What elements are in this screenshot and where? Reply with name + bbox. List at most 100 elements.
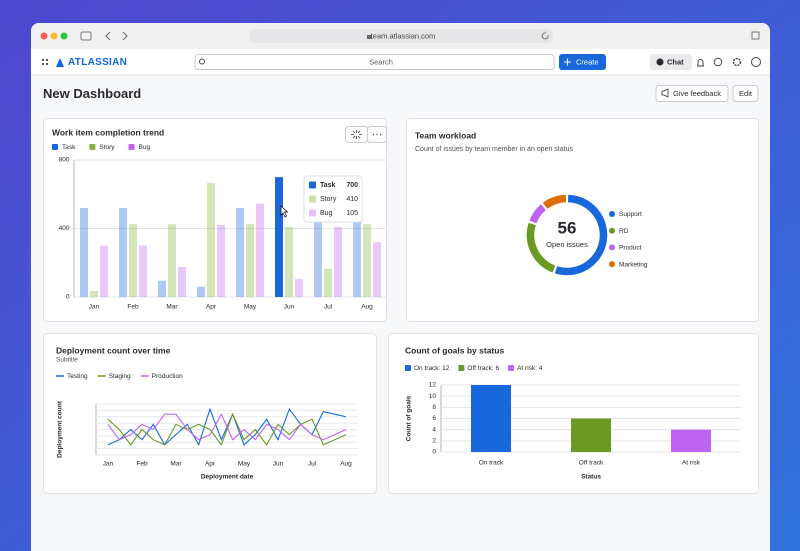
url-bar[interactable] (249, 29, 553, 43)
bar[interactable] (471, 385, 511, 452)
bar[interactable] (246, 224, 254, 297)
x-tick-label: May (238, 461, 251, 468)
legend-label: Production (152, 373, 183, 380)
bar[interactable] (168, 224, 176, 297)
search-box[interactable] (194, 54, 555, 70)
line-series (107, 412, 347, 441)
bar[interactable] (256, 203, 264, 297)
line-series (107, 412, 347, 446)
chart-subtitle: Subtitle (56, 357, 78, 364)
cursor (280, 205, 289, 218)
y-axis-label: Count of goals (406, 395, 413, 441)
nav-arrows[interactable] (105, 31, 128, 41)
x-axis-label: Status (581, 474, 601, 481)
bar[interactable] (129, 224, 137, 297)
lock-icon (367, 35, 372, 39)
bar[interactable] (353, 218, 361, 297)
logo[interactable]: ATLASSIAN (68, 57, 127, 68)
bar[interactable] (158, 280, 166, 297)
bar[interactable] (100, 245, 108, 297)
panel (43, 333, 377, 494)
legend-label: On track: 12 (414, 365, 450, 372)
app-switcher[interactable] (42, 59, 48, 65)
bar[interactable] (119, 207, 127, 297)
feedback-label: Give feedback (673, 89, 721, 98)
x-tick-label: Jul (324, 304, 333, 311)
minimize[interactable] (50, 32, 58, 40)
avatar[interactable] (751, 57, 761, 67)
legend-swatch (405, 365, 411, 371)
bar[interactable] (217, 225, 225, 297)
x-tick-label: Jan (89, 304, 100, 311)
legend-dot (609, 244, 615, 251)
tooltip-value: 105 (346, 210, 358, 217)
bar[interactable] (295, 279, 303, 297)
bar[interactable] (178, 267, 186, 297)
legend-label: At risk: 4 (517, 365, 543, 372)
tooltip-name: Bug (320, 210, 333, 217)
x-tick-label: Off track (579, 460, 604, 467)
x-axis-label: Deployment date (201, 474, 254, 481)
chart-title: Team workload (415, 130, 476, 140)
bar[interactable] (139, 245, 147, 297)
tooltip-swatch (309, 195, 316, 203)
notifications[interactable] (697, 59, 704, 67)
donut-segment[interactable] (526, 222, 556, 273)
legend-dot (609, 211, 615, 217)
feedback-button[interactable] (655, 85, 729, 102)
bar[interactable] (236, 207, 244, 297)
bar[interactable] (334, 226, 342, 297)
donut-total: 56 (558, 218, 577, 237)
bar[interactable] (314, 220, 322, 297)
legend-swatch (508, 365, 515, 371)
bar[interactable] (285, 226, 293, 297)
logo-mark (56, 58, 64, 67)
bar[interactable] (324, 268, 332, 297)
donut-segment[interactable] (529, 204, 546, 224)
create-button[interactable] (559, 54, 606, 70)
x-tick-label: Jan (103, 461, 114, 468)
chart-action[interactable] (345, 126, 368, 143)
x-tick-label: Mar (170, 461, 182, 468)
legend-swatch (52, 144, 58, 150)
legend-label: Testing (67, 373, 88, 380)
y-tick-label: 2 (432, 438, 436, 445)
search-placeholder: Search (369, 57, 393, 66)
bar[interactable] (197, 286, 205, 297)
edit-label: Edit (739, 89, 753, 98)
bar[interactable] (363, 224, 371, 297)
x-tick-label: Jul (308, 461, 317, 468)
edit-button[interactable] (732, 85, 759, 102)
help[interactable] (713, 57, 723, 67)
x-tick-label: May (244, 304, 257, 311)
y-axis-label: Deployment count (57, 400, 64, 458)
donut-segment[interactable] (554, 194, 608, 276)
bar[interactable] (373, 242, 381, 297)
bar[interactable] (275, 177, 283, 297)
panel (388, 333, 759, 494)
bar[interactable] (90, 291, 98, 297)
tabs-icon[interactable] (751, 31, 760, 40)
close[interactable] (40, 32, 48, 40)
x-tick-label: Feb (136, 461, 148, 468)
x-tick-label: Apr (205, 461, 216, 468)
y-tick-label: 0 (66, 294, 70, 301)
bar[interactable] (671, 429, 711, 452)
y-tick-label: 10 (429, 393, 437, 400)
maximize[interactable] (60, 32, 68, 40)
x-tick-label: Apr (206, 304, 217, 311)
chat-button[interactable] (650, 54, 692, 70)
settings[interactable] (732, 57, 742, 67)
donut-segment[interactable] (542, 194, 567, 209)
chart-title: Work item completion trend (52, 127, 164, 137)
bar[interactable] (207, 183, 215, 297)
legend-dot (609, 227, 615, 234)
reload[interactable] (541, 32, 549, 40)
bar[interactable] (571, 418, 611, 453)
sidebar-icon[interactable] (80, 31, 92, 41)
legend-label: Staging (109, 373, 131, 380)
tooltip-name: Story (320, 196, 337, 203)
bar[interactable] (80, 207, 88, 297)
y-tick-label: 800 (59, 157, 70, 164)
